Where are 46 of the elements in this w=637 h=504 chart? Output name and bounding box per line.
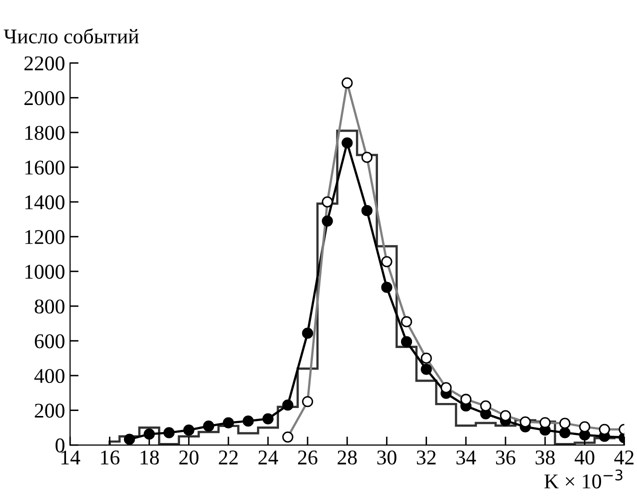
x-tick-label: 24 xyxy=(258,450,278,464)
point xyxy=(124,434,136,445)
x-tick-label: 22 xyxy=(218,450,238,464)
point xyxy=(203,420,214,432)
x-tick-label: 42 xyxy=(614,450,634,464)
x-tick-label: 28 xyxy=(338,450,357,465)
y-tick-label: 800 xyxy=(34,299,64,314)
y-tick-label: 1000 xyxy=(25,264,64,279)
x-tick-label: 38 xyxy=(536,450,555,465)
x-tick-label: 20 xyxy=(179,450,198,465)
x-axis-title: K × 10$^{−3}$ xyxy=(544,469,622,488)
y-tick-label: 1200 xyxy=(25,230,64,244)
x-tick-label: 32 xyxy=(416,450,436,465)
point xyxy=(282,400,294,411)
point xyxy=(420,364,432,375)
point xyxy=(163,427,175,438)
x-tick-label: 14 xyxy=(61,450,80,464)
x-tick-label: 34 xyxy=(456,450,476,465)
point xyxy=(400,336,412,348)
point xyxy=(144,428,155,440)
point xyxy=(262,413,274,424)
y-tick-label: 0 xyxy=(56,438,64,452)
point xyxy=(342,137,353,148)
x-tick-label: 40 xyxy=(574,450,594,465)
y-tick-label: 2200 xyxy=(24,56,64,70)
x-tick-label: 36 xyxy=(496,450,516,465)
x-tick-label: 18 xyxy=(140,450,159,465)
y-tick-label: 600 xyxy=(34,334,64,348)
y-tick-label: 2000 xyxy=(24,91,64,106)
point xyxy=(361,205,373,216)
point xyxy=(222,417,234,428)
point xyxy=(302,328,314,339)
y-tick-label: 200 xyxy=(34,404,64,418)
y-axis-title: Число событий xyxy=(4,28,139,44)
point xyxy=(242,416,254,427)
y-tick-label: 1400 xyxy=(25,195,64,210)
point xyxy=(559,427,570,438)
point xyxy=(381,282,392,293)
x-tick-label: 26 xyxy=(298,450,318,465)
y-tick-label: 400 xyxy=(34,368,64,384)
y-tick-label: 1800 xyxy=(25,126,64,140)
x-tick-label: 30 xyxy=(377,450,396,465)
point xyxy=(322,215,333,227)
x-tick-label: 16 xyxy=(101,450,120,465)
point xyxy=(183,424,194,436)
y-tick-label: 1600 xyxy=(25,160,64,175)
